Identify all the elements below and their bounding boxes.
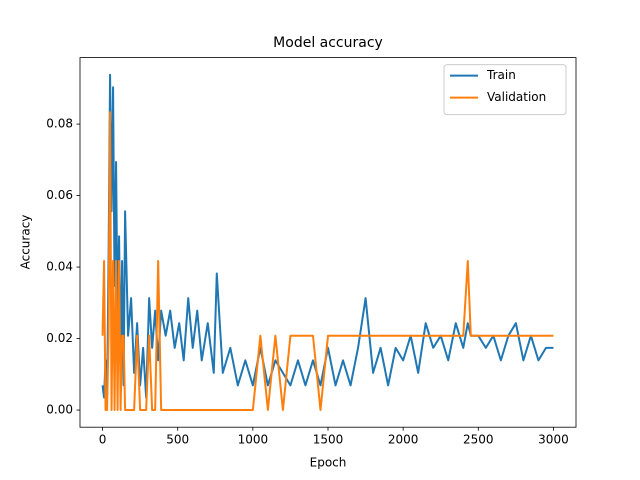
legend-label: Validation bbox=[487, 90, 546, 104]
y-tick-label: 0.04 bbox=[46, 260, 73, 274]
series-line bbox=[101, 73, 554, 399]
y-tick-label: 0.08 bbox=[46, 117, 73, 131]
series-line bbox=[101, 111, 554, 412]
x-tick-label: 500 bbox=[166, 433, 189, 447]
legend-box bbox=[443, 64, 567, 116]
x-axis-label: Epoch bbox=[310, 456, 347, 470]
y-tick-label: 0.00 bbox=[46, 403, 73, 417]
y-tick-label: 0.02 bbox=[46, 331, 73, 345]
x-tick-label: 2000 bbox=[388, 433, 419, 447]
x-tick-label: 3000 bbox=[538, 433, 569, 447]
x-tick-label: 1500 bbox=[313, 433, 344, 447]
chart-title: Model accuracy bbox=[273, 35, 383, 51]
x-tick-label: 2500 bbox=[463, 433, 494, 447]
y-tick-label: 0.06 bbox=[46, 188, 73, 202]
x-tick-label: 0 bbox=[99, 433, 107, 447]
legend-label: Train bbox=[486, 68, 516, 82]
y-axis-label: Accuracy bbox=[19, 215, 33, 270]
x-tick-label: 1000 bbox=[238, 433, 269, 447]
